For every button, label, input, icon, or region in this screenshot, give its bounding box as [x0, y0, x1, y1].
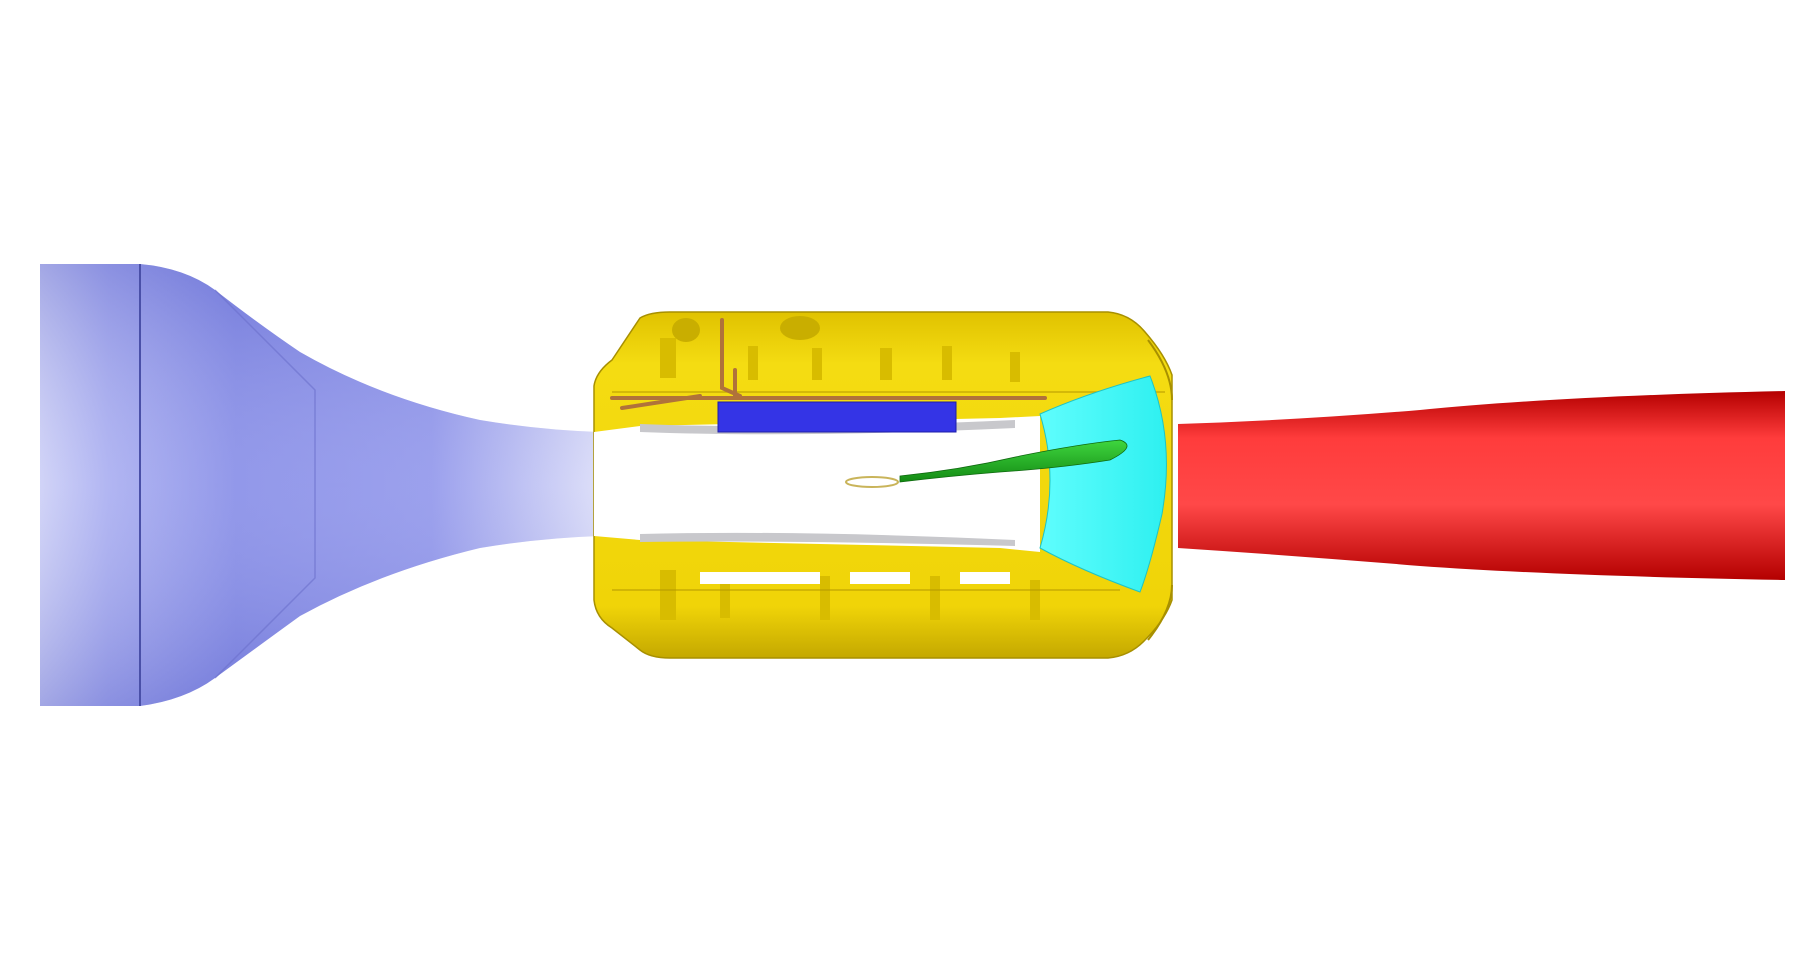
housing-rib: [748, 346, 758, 380]
housing-rib: [660, 338, 676, 378]
blade-tip: [845, 476, 899, 488]
outlet-duct: [1178, 391, 1785, 580]
housing-rib: [942, 346, 952, 380]
inlet-duct: [40, 264, 600, 706]
inlet-cone-edge: [214, 289, 316, 679]
housing-boss: [672, 318, 700, 342]
housing-end-rim: [1147, 339, 1173, 641]
housing-rib: [820, 576, 830, 620]
housing-boss: [780, 316, 820, 340]
bore-lower-wall: [640, 532, 1015, 546]
blue-block: [717, 401, 957, 433]
housing-rib: [720, 578, 730, 618]
housing-rib: [812, 348, 822, 380]
bore-slot: [700, 572, 820, 584]
housing-rib: [930, 576, 940, 620]
bore-slot: [850, 572, 910, 584]
bore-slot: [960, 572, 1010, 584]
housing-rib: [880, 348, 892, 380]
housing-rib: [1030, 580, 1040, 620]
cyan-section: [1039, 375, 1167, 593]
housing-rib: [660, 570, 676, 620]
green-blade: [899, 439, 1128, 483]
outlet-plume: [1178, 391, 1785, 580]
inlet-shading: [40, 264, 600, 706]
pipe-network: [610, 318, 1047, 410]
pipe: [620, 394, 702, 410]
housing-rib: [1010, 352, 1020, 382]
bore-channel: [594, 416, 1040, 552]
